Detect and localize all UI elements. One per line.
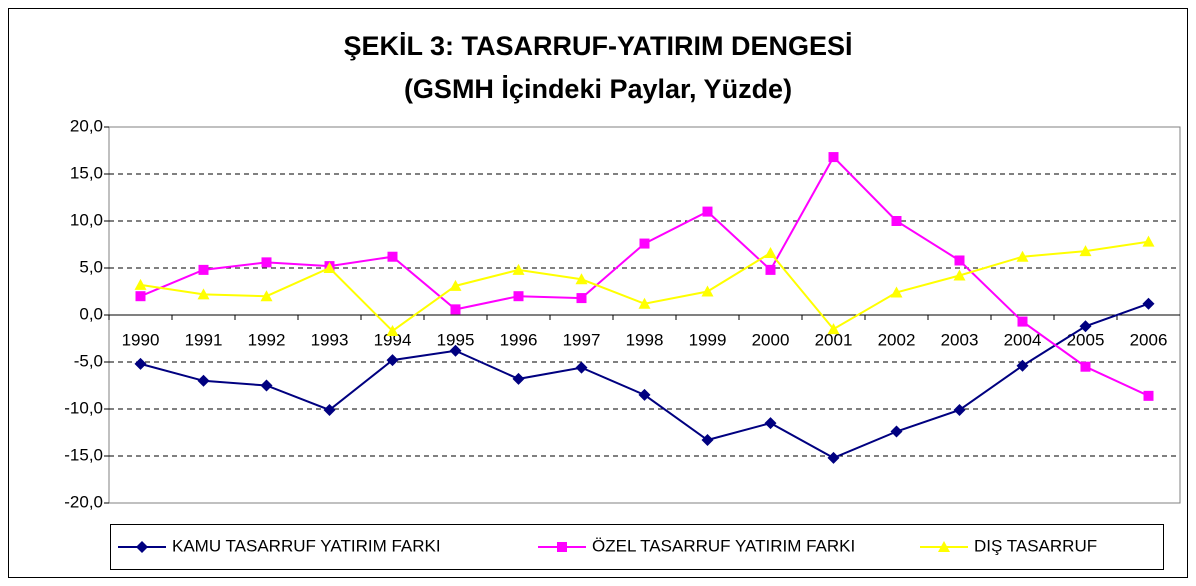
marker	[765, 264, 776, 275]
x-tick-label: 2006	[1130, 330, 1168, 349]
x-tick-label: 2004	[1004, 330, 1042, 349]
marker	[1016, 359, 1029, 372]
marker	[953, 403, 966, 416]
marker	[197, 288, 210, 300]
marker	[701, 285, 714, 297]
marker	[575, 361, 588, 374]
y-tick-label: -15,0	[64, 445, 103, 464]
x-tick-label: 1991	[185, 330, 223, 349]
x-tick-label: 1997	[563, 330, 601, 349]
x-tick-label: 1998	[626, 330, 664, 349]
y-tick-label: 0,0	[79, 304, 103, 323]
marker	[512, 263, 525, 275]
x-tick-label: 1995	[437, 330, 475, 349]
marker	[575, 273, 588, 285]
marker	[449, 344, 462, 357]
marker	[134, 278, 147, 290]
marker	[702, 206, 713, 217]
marker	[450, 304, 461, 315]
marker	[260, 379, 273, 392]
y-tick-label: 15,0	[70, 163, 103, 182]
y-tick-label: 10,0	[70, 210, 103, 229]
marker	[197, 374, 210, 387]
marker	[134, 357, 147, 370]
chart-subtitle: (GSMH İçindeki Paylar, Yüzde)	[404, 74, 792, 104]
marker	[938, 541, 950, 552]
x-tick-label: 2005	[1067, 330, 1105, 349]
marker	[513, 291, 524, 302]
marker	[827, 323, 840, 335]
x-tick-label: 2001	[815, 330, 853, 349]
marker	[512, 372, 525, 385]
y-tick-label: 5,0	[79, 257, 103, 276]
x-tick-label: 1992	[248, 330, 286, 349]
marker	[1017, 316, 1028, 327]
marker	[953, 269, 966, 281]
legend-box	[110, 524, 1164, 570]
y-tick-label: -10,0	[64, 398, 103, 417]
marker	[701, 434, 714, 447]
y-tick-label: -20,0	[64, 492, 103, 511]
marker	[557, 542, 567, 552]
marker	[261, 257, 272, 268]
legend-label: ÖZEL TASARRUF YATIRIM FARKI	[592, 536, 855, 555]
marker	[890, 425, 903, 438]
marker	[1080, 361, 1091, 372]
chart-title: ŞEKİL 3: TASARRUF-YATIRIM DENGESİ	[343, 31, 852, 61]
marker	[198, 264, 209, 275]
marker	[1016, 250, 1029, 262]
x-tick-label: 1990	[122, 330, 160, 349]
legend-label: KAMU TASARRUF YATIRIM FARKI	[172, 536, 441, 555]
marker	[890, 286, 903, 298]
x-tick-label: 1994	[374, 330, 412, 349]
marker	[827, 451, 840, 464]
marker	[1079, 245, 1092, 257]
x-tick-label: 1993	[311, 330, 349, 349]
marker	[260, 290, 273, 302]
marker	[1142, 235, 1155, 247]
marker	[764, 246, 777, 258]
marker	[638, 297, 651, 309]
marker	[828, 152, 839, 163]
marker	[576, 293, 587, 304]
marker	[387, 251, 398, 262]
legend-label: DIŞ TASARRUF	[974, 536, 1097, 555]
y-tick-label: -5,0	[74, 351, 103, 370]
x-tick-label: 1999	[689, 330, 727, 349]
x-tick-label: 2000	[752, 330, 790, 349]
marker	[386, 354, 399, 367]
x-tick-label: 2003	[941, 330, 979, 349]
y-tick-label: 20,0	[70, 116, 103, 135]
marker	[135, 291, 146, 302]
marker	[323, 403, 336, 416]
marker	[1079, 320, 1092, 333]
x-tick-label: 2002	[878, 330, 916, 349]
marker	[449, 279, 462, 291]
marker	[954, 255, 965, 266]
marker	[323, 262, 336, 273]
marker	[639, 238, 650, 249]
marker	[891, 216, 902, 226]
x-tick-label: 1996	[500, 330, 538, 349]
marker	[1142, 297, 1155, 310]
marker	[1143, 390, 1154, 401]
marker	[638, 388, 651, 401]
marker	[136, 541, 148, 553]
marker	[764, 417, 777, 430]
marker	[386, 324, 399, 336]
